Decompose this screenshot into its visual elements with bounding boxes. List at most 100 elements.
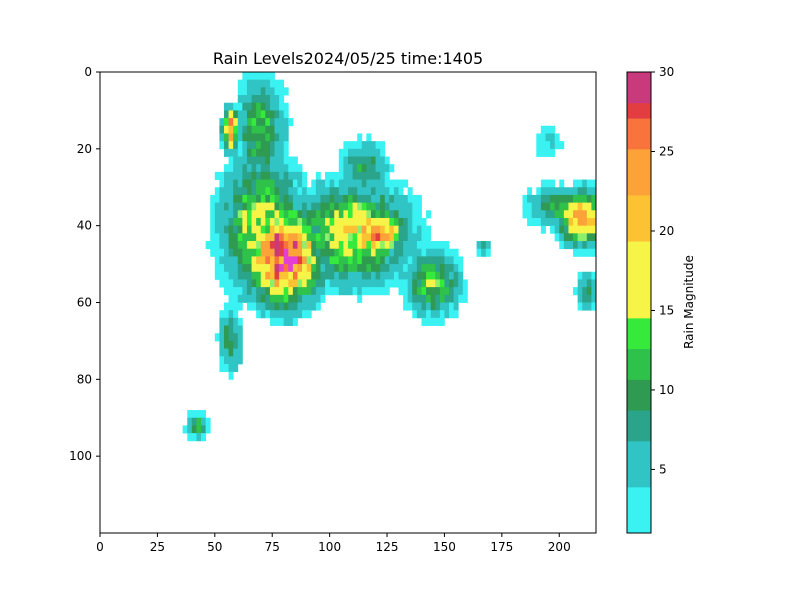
- heatmap-cell: [279, 210, 285, 219]
- heatmap-cell: [403, 256, 409, 265]
- heatmap-cell: [256, 271, 262, 280]
- x-tick-label: 150: [433, 540, 456, 554]
- heatmap-cell: [256, 79, 262, 88]
- heatmap-cell: [403, 210, 409, 219]
- colorbar: [627, 72, 651, 534]
- heatmap-cell: [568, 187, 574, 196]
- heatmap-cell: [398, 225, 404, 234]
- heatmap-cell: [403, 233, 409, 242]
- heatmap-cell: [375, 264, 381, 273]
- heatmap-cell: [292, 256, 298, 265]
- heatmap-cell: [279, 294, 285, 303]
- heatmap-cell: [554, 217, 560, 227]
- heatmap-cell: [361, 171, 367, 180]
- heatmap-cell: [279, 264, 285, 273]
- heatmap-cell: [357, 279, 363, 288]
- heatmap-cell: [242, 233, 248, 242]
- heatmap-cell: [237, 356, 243, 365]
- heatmap-cell: [554, 141, 560, 150]
- heatmap-cell: [430, 271, 436, 280]
- heatmap-cell: [265, 248, 271, 257]
- heatmap-cell: [260, 202, 266, 211]
- heatmap-cell: [348, 187, 353, 196]
- heatmap-cell: [233, 164, 239, 173]
- heatmap-cell: [384, 233, 390, 242]
- colorbar-label: Rain Magnitude: [682, 255, 696, 349]
- heatmap-cell: [269, 79, 275, 88]
- heatmap-cell: [251, 194, 257, 204]
- heatmap-cell: [292, 310, 298, 319]
- heatmap-cell: [214, 248, 220, 257]
- heatmap-cell: [315, 287, 321, 296]
- heatmap-cell: [274, 310, 280, 319]
- heatmap-cell: [554, 210, 560, 219]
- heatmap-cell: [325, 202, 331, 211]
- heatmap-cell: [559, 225, 565, 234]
- heatmap-cell: [242, 256, 248, 265]
- heatmap-cell: [586, 233, 592, 242]
- heatmap-cell: [269, 171, 275, 180]
- heatmap-cell: [274, 279, 280, 288]
- heatmap-cell: [591, 279, 597, 288]
- heatmap-cell: [246, 302, 252, 311]
- heatmap-cell: [228, 194, 234, 204]
- heatmap-cell: [201, 417, 207, 426]
- heatmap-cell: [233, 156, 239, 165]
- heatmap-cell: [361, 156, 367, 165]
- heatmap-cell: [343, 271, 349, 280]
- heatmap-cell: [246, 125, 252, 134]
- heatmap-cell: [246, 287, 252, 296]
- heatmap-cell: [343, 156, 349, 165]
- heatmap-cell: [361, 179, 367, 188]
- heatmap-cell: [302, 179, 308, 188]
- heatmap-cell: [407, 217, 413, 227]
- heatmap-cell: [343, 171, 349, 180]
- heatmap-cell: [407, 302, 413, 311]
- heatmap-cell: [540, 194, 546, 204]
- heatmap-cell: [531, 210, 537, 219]
- heatmap-cell: [361, 287, 367, 296]
- heatmap-cell: [370, 241, 376, 250]
- heatmap-cell: [311, 256, 317, 265]
- heatmap-cell: [297, 302, 303, 311]
- heatmap-cell: [242, 118, 248, 127]
- heatmap-cell: [550, 125, 556, 134]
- heatmap-cell: [357, 156, 363, 165]
- heatmap-cell: [210, 210, 216, 219]
- y-tick-label: 100: [69, 449, 92, 463]
- heatmap-cell: [297, 248, 303, 257]
- heatmap-cell: [366, 171, 372, 180]
- heatmap-cell: [444, 264, 450, 273]
- heatmap-cell: [380, 287, 386, 296]
- heatmap-cell: [384, 256, 390, 265]
- heatmap-cell: [297, 287, 303, 296]
- heatmap-cell: [265, 179, 271, 188]
- heatmap-cell: [246, 210, 252, 219]
- heatmap-cell: [237, 171, 243, 180]
- heatmap-cell: [260, 141, 266, 150]
- heatmap-cell: [357, 264, 363, 273]
- heatmap-cell: [380, 233, 386, 242]
- heatmap-cell: [233, 179, 239, 188]
- heatmap-cell: [586, 241, 592, 250]
- heatmap-cell: [421, 302, 427, 311]
- heatmap-cell: [288, 271, 294, 280]
- heatmap-cell: [237, 110, 243, 119]
- heatmap-cell: [292, 233, 298, 242]
- heatmap-cell: [196, 425, 202, 434]
- heatmap-cell: [573, 202, 579, 211]
- heatmap-cell: [407, 279, 413, 288]
- heatmap-cell: [338, 225, 344, 234]
- heatmap-cell: [343, 164, 349, 173]
- heatmap-cell: [458, 279, 464, 288]
- heatmap-cell: [233, 340, 239, 349]
- heatmap-cell: [228, 233, 234, 242]
- heatmap-cell: [233, 256, 239, 265]
- heatmap-cell: [453, 310, 459, 319]
- heatmap-cell: [577, 210, 583, 219]
- heatmap-cell: [274, 294, 280, 303]
- heatmap-cell: [251, 125, 257, 134]
- heatmap-cell: [224, 194, 229, 204]
- heatmap-cell: [366, 194, 372, 204]
- heatmap-cell: [279, 141, 285, 150]
